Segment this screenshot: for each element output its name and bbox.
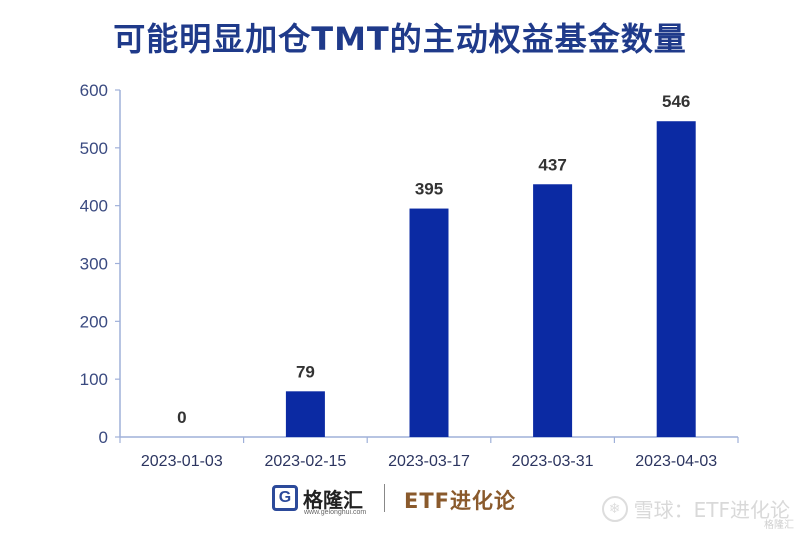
bar [409,208,449,437]
x-category-label: 2023-02-15 [264,453,346,470]
etf-label: ETF进化论 [404,489,517,513]
chart-title: 可能明显加仓TMT的主动权益基金数量 [113,20,687,58]
watermark-small: 格隆汇 [764,520,794,531]
y-tick-label: 200 [80,312,108,331]
y-tick-label: 300 [80,255,108,274]
brand-url: www.gelonghui.com [304,509,367,516]
bar [656,121,696,437]
data-label: 0 [177,408,186,427]
y-tick-label: 500 [80,139,108,158]
x-category-label: 2023-04-03 [635,453,717,470]
watermark-text: 雪球：ETF进化论 [633,498,790,522]
brand-name: 格隆汇 [303,487,363,512]
bar [533,184,573,437]
x-category-label: 2023-03-31 [512,453,594,470]
gelonghui-logo-icon: G [272,485,298,511]
xueqiu-watermark: ❄ 雪球：ETF进化论 [601,494,790,523]
y-tick-label: 100 [80,370,108,389]
x-category-label: 2023-01-03 [141,453,223,470]
y-tick-label: 0 [99,428,108,447]
footer: G 格隆汇 www.gelonghui.com ETF进化论 [0,482,800,518]
brand-logo-group: G 格隆汇 www.gelonghui.com [272,482,367,516]
x-category-label: 2023-03-17 [388,453,470,470]
data-label: 79 [296,362,315,381]
bar-chart: 0 100 200 300 400 500 600 0 2023-01-03 79 2023-02-… [80,81,739,470]
snowball-icon: ❄ [601,495,628,522]
bar [285,391,325,437]
data-label: 395 [415,180,443,199]
footer-divider [384,484,385,512]
data-label: 437 [538,155,566,174]
y-tick-label: 600 [80,81,108,100]
y-tick-label: 400 [80,197,108,216]
data-label: 546 [662,92,690,111]
